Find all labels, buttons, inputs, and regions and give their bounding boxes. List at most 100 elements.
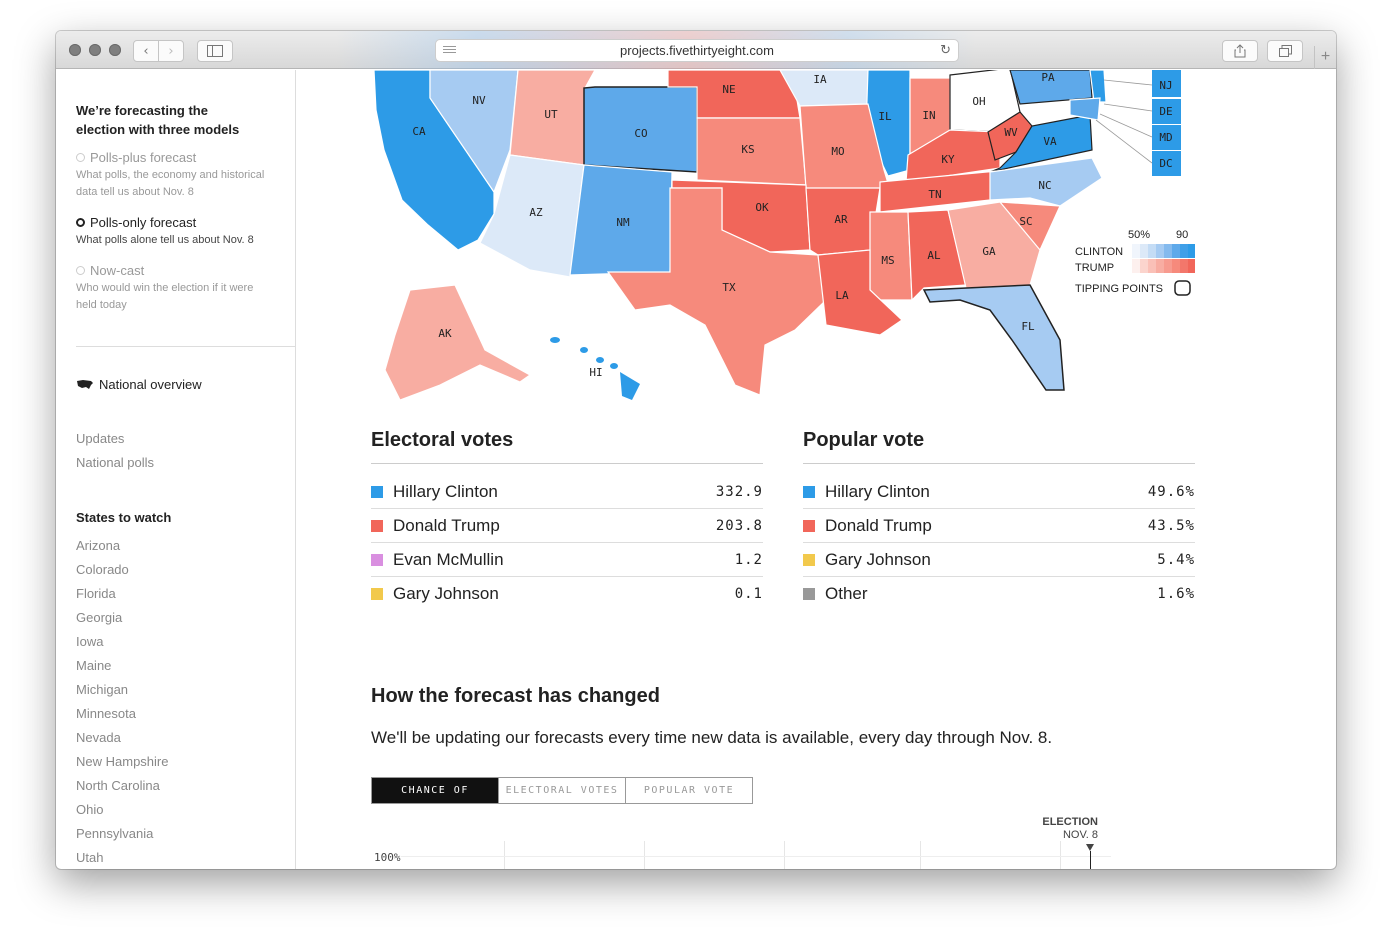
svg-text:KY: KY	[941, 153, 955, 166]
tabs-overview-icon	[1278, 45, 1292, 57]
state-box-de[interactable]	[1152, 99, 1181, 124]
svg-text:OK: OK	[755, 201, 769, 214]
state-link-ohio[interactable]: Ohio	[76, 802, 104, 817]
svg-text:DC: DC	[1159, 157, 1172, 170]
zoom-window-icon[interactable]	[109, 44, 121, 56]
svg-text:FL: FL	[1021, 320, 1035, 333]
tabs-button[interactable]	[1267, 40, 1303, 62]
svg-text:NE: NE	[722, 83, 735, 96]
forecast-tabs: CHANCE OF WINNING ELECTORAL VOTES POPULA…	[371, 777, 753, 821]
state-box-md[interactable]	[1152, 125, 1181, 150]
state-link-arizona[interactable]: Arizona	[76, 538, 121, 553]
state-al[interactable]	[907, 209, 967, 302]
radio-selected-icon[interactable]	[76, 218, 85, 227]
clinton-swatch	[803, 485, 815, 498]
svg-text:TX: TX	[722, 281, 736, 294]
radio-icon[interactable]	[76, 266, 85, 275]
gridline	[920, 841, 921, 869]
back-button[interactable]: ‹	[133, 40, 159, 62]
sidebar-toggle-button[interactable]	[197, 40, 233, 62]
national-overview-link[interactable]: National overview	[76, 377, 202, 392]
share-button[interactable]	[1222, 40, 1258, 62]
state-link-florida[interactable]: Florida	[76, 586, 116, 601]
svg-text:AK: AK	[438, 327, 452, 340]
tipping-point-swatch	[1174, 280, 1191, 296]
state-box-nj[interactable]	[1152, 72, 1181, 97]
gridline	[644, 841, 645, 869]
svg-text:TN: TN	[928, 188, 941, 201]
divider	[76, 346, 295, 347]
state-link-michigan[interactable]: Michigan	[76, 682, 129, 697]
forecast-changes-lede: We'll be updating our forecasts every ti…	[371, 728, 1053, 747]
close-window-icon[interactable]	[69, 44, 81, 56]
tab-electoral-votes[interactable]: ELECTORAL VOTES	[499, 778, 626, 803]
state-link-georgia[interactable]: Georgia	[76, 610, 123, 625]
updates-link[interactable]: Updates	[76, 431, 125, 446]
table-row: Hillary Clinton 49.6%	[803, 475, 1195, 509]
map-legend: 50% 90 CLINTON TRUMP TIPPING POINTS	[1075, 229, 1195, 296]
legend-trump: TRUMP	[1075, 262, 1114, 274]
state-link-nevada[interactable]: Nevada	[76, 730, 121, 745]
svg-text:NM: NM	[616, 216, 630, 229]
svg-text:IL: IL	[878, 110, 892, 123]
y-axis-100-label: 100%	[374, 851, 401, 864]
reload-icon[interactable]: ↻	[940, 43, 951, 58]
state-link-utah[interactable]: Utah	[76, 850, 104, 865]
state-ak[interactable]	[384, 284, 532, 401]
minimize-window-icon[interactable]	[89, 44, 101, 56]
state-ga[interactable]	[947, 201, 1041, 289]
election-day-line	[1090, 851, 1091, 869]
state-fl[interactable]	[922, 284, 1065, 391]
reader-icon[interactable]	[443, 46, 456, 55]
state-la[interactable]	[817, 249, 903, 336]
model-now-cast[interactable]: Now-cast Who would win the election if i…	[76, 263, 254, 311]
model-polls-only[interactable]: Polls-only forecast What polls alone tel…	[76, 215, 254, 246]
electoral-rows: Hillary Clinton 332.9 Donald Trump 203.8 E…	[371, 475, 763, 611]
svg-text:SC: SC	[1019, 215, 1032, 228]
legend-low: 50%	[1128, 229, 1150, 241]
svg-text:AR: AR	[834, 213, 848, 226]
popular-vote-title: Popular vote	[803, 429, 1195, 464]
new-tab-button[interactable]: +	[1314, 46, 1336, 69]
browser-toolbar: ‹ › projects.fivethirtyeight.com ↻ +	[56, 31, 1336, 69]
state-nv[interactable]	[429, 70, 519, 194]
state-link-minnesota[interactable]: Minnesota	[76, 706, 136, 721]
sidebar: We’re forecasting the election with thre…	[56, 70, 296, 869]
radio-icon[interactable]	[76, 153, 85, 162]
sidebar-intro: We’re forecasting the election with thre…	[76, 103, 240, 137]
state-link-new-hampshire[interactable]: New Hampshire	[76, 754, 169, 769]
mcmullin-swatch	[371, 553, 383, 566]
svg-text:AL: AL	[927, 249, 941, 262]
table-row: Gary Johnson 5.4%	[803, 543, 1195, 577]
state-box-dc[interactable]	[1152, 151, 1181, 176]
clinton-swatch	[371, 485, 383, 498]
tab-chance-of-winning[interactable]: CHANCE OF WINNING	[372, 778, 499, 821]
table-row: Donald Trump 43.5%	[803, 509, 1195, 543]
electoral-votes-table: Electoral votes Hillary Clinton 332.9 Don…	[371, 429, 763, 611]
state-link-north-carolina[interactable]: North Carolina	[76, 778, 160, 793]
trump-swatch	[371, 519, 383, 532]
state-nj-shape[interactable]	[1089, 70, 1107, 103]
svg-text:CO: CO	[634, 127, 647, 140]
states-to-watch-heading: States to watch	[76, 510, 172, 525]
forward-button[interactable]: ›	[158, 40, 184, 62]
state-tx[interactable]	[606, 187, 827, 396]
state-md-shape[interactable]	[1069, 97, 1101, 121]
trump-swatch	[803, 519, 815, 532]
svg-text:IN: IN	[922, 109, 935, 122]
national-polls-link[interactable]: National polls	[76, 455, 155, 470]
svg-text:NJ: NJ	[1159, 79, 1172, 92]
state-link-colorado[interactable]: Colorado	[76, 562, 129, 577]
state-link-iowa[interactable]: Iowa	[76, 634, 104, 649]
state-hi[interactable]	[550, 337, 640, 400]
table-row: Evan McMullin 1.2	[371, 543, 763, 577]
popular-rows: Hillary Clinton 49.6% Donald Trump 43.5% G…	[803, 475, 1195, 611]
tab-popular-vote[interactable]: POPULAR VOTE	[643, 785, 735, 796]
svg-text:LA: LA	[835, 289, 849, 302]
address-bar[interactable]: projects.fivethirtyeight.com ↻	[435, 39, 959, 62]
state-mo[interactable]	[799, 103, 891, 191]
state-link-pennsylvania[interactable]: Pennsylvania	[76, 826, 154, 841]
svg-text:WV: WV	[1004, 126, 1018, 139]
state-link-maine[interactable]: Maine	[76, 658, 112, 673]
model-polls-plus[interactable]: Polls-plus forecast What polls, the econ…	[76, 150, 265, 198]
